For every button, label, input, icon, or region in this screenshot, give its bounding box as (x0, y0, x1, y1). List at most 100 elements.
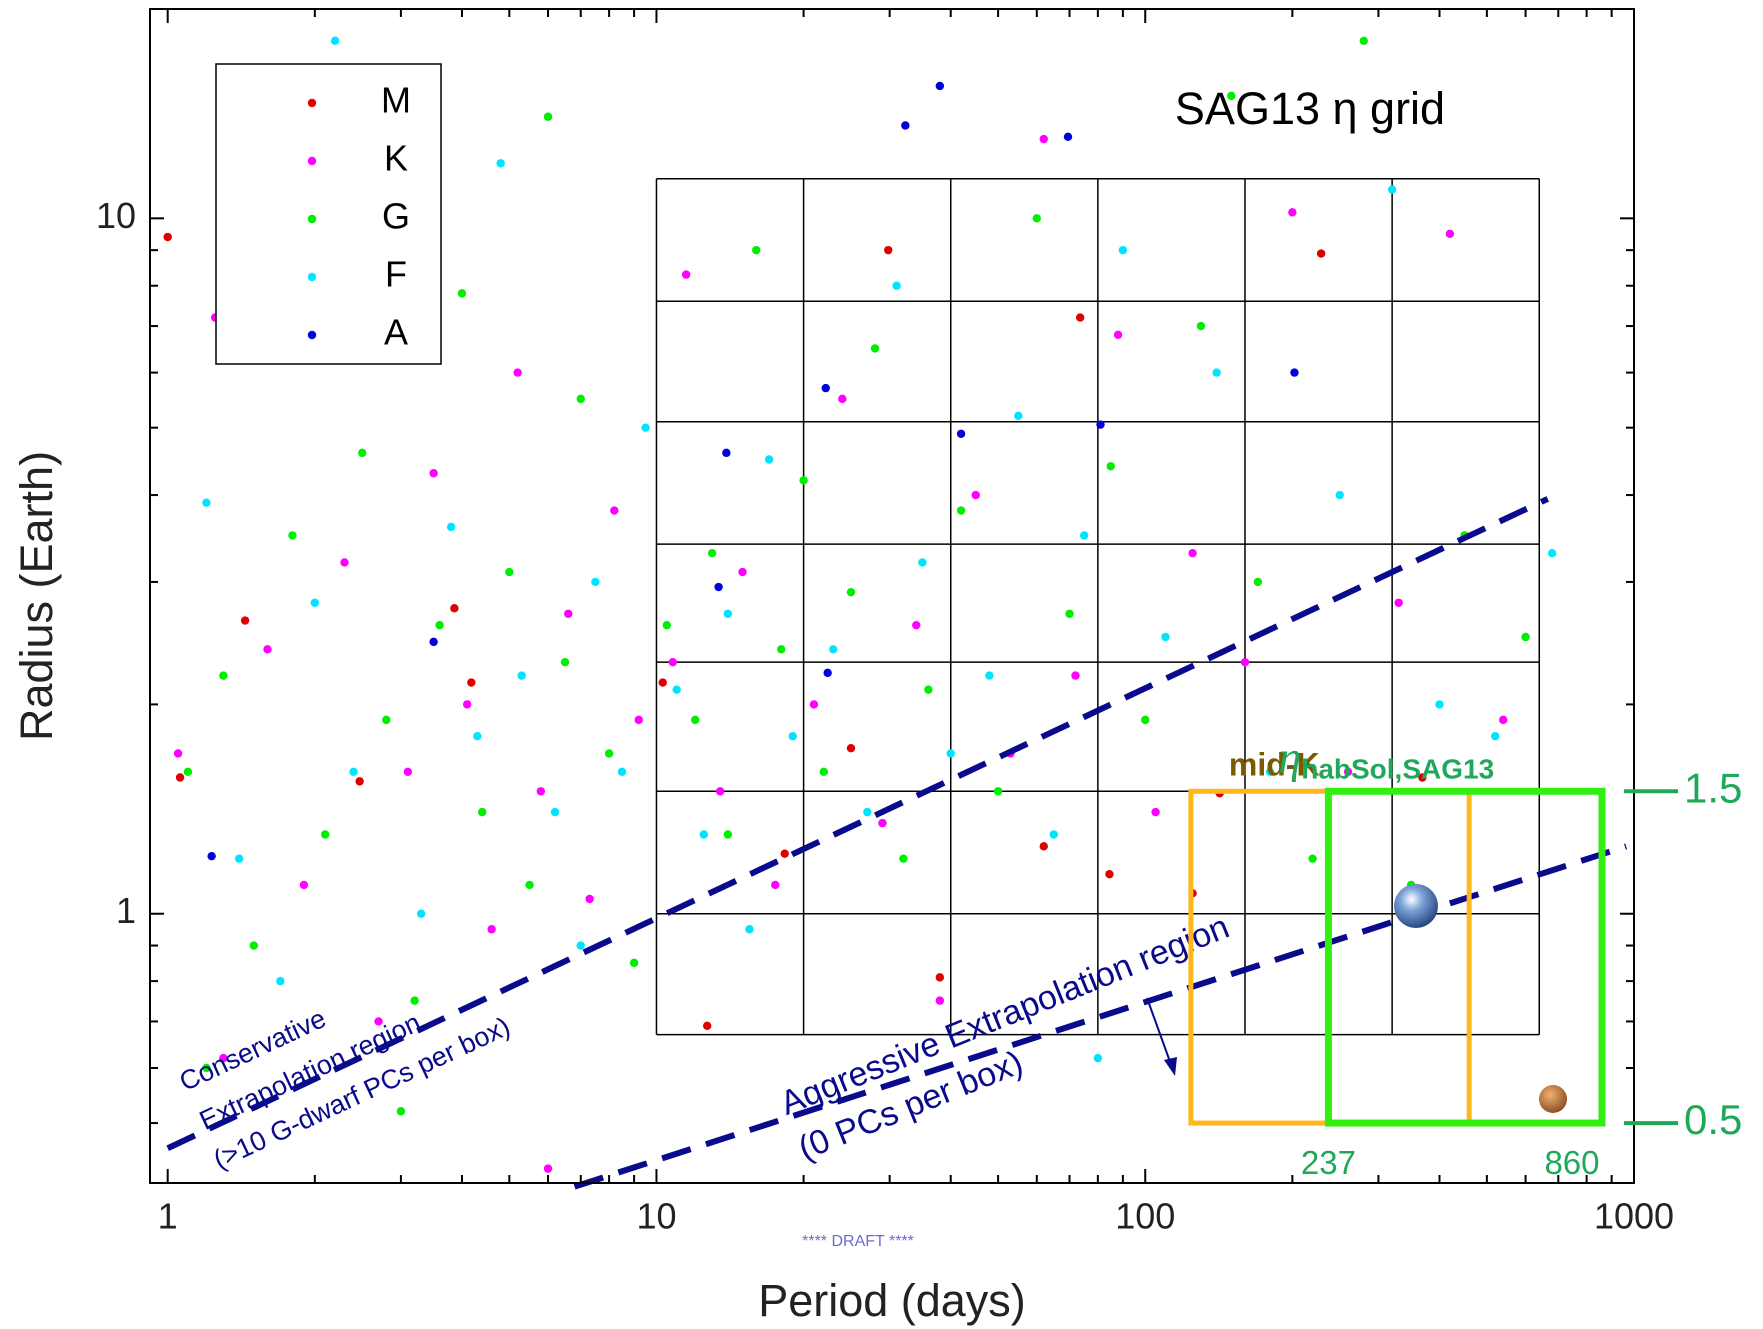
x-tick-label: 10 (636, 1196, 676, 1237)
point (1253, 577, 1263, 587)
point (912, 620, 921, 630)
point (1105, 869, 1114, 879)
point (738, 567, 747, 577)
point (560, 657, 570, 667)
point (788, 732, 797, 741)
point (382, 715, 391, 725)
point (1227, 91, 1236, 101)
arrow (1146, 997, 1174, 1071)
point (884, 245, 893, 255)
point (878, 818, 887, 828)
point (1445, 229, 1455, 239)
x-tick-label: 1 (158, 1196, 178, 1237)
legend-label: K (384, 138, 408, 179)
point (707, 548, 717, 558)
point (1096, 420, 1105, 429)
point (924, 685, 933, 694)
point (463, 700, 472, 709)
point (829, 645, 838, 654)
point (550, 807, 560, 817)
point (634, 715, 643, 725)
point (202, 1063, 211, 1073)
point (1039, 134, 1048, 144)
point (993, 787, 1003, 796)
legend-label: G (382, 196, 410, 237)
point (585, 894, 594, 904)
point (1049, 830, 1058, 839)
point (396, 1107, 406, 1116)
region-label: ηhabSol,SAG13 (1278, 731, 1494, 785)
point (355, 777, 364, 786)
point (714, 582, 723, 592)
point (1288, 208, 1297, 217)
point (971, 490, 980, 500)
point (1435, 700, 1444, 709)
point (985, 671, 994, 680)
region-label: mid-K (1229, 747, 1320, 783)
legend-label: A (384, 312, 408, 353)
point (823, 668, 832, 678)
point (956, 506, 966, 515)
legend-marker (307, 98, 317, 108)
earth-icon (1394, 884, 1438, 928)
point (505, 567, 514, 577)
point (1065, 609, 1074, 618)
point (918, 558, 927, 567)
point (1161, 632, 1170, 642)
point (672, 685, 681, 694)
point (935, 81, 945, 91)
region-edge-label: 860 (1544, 1144, 1599, 1181)
point (473, 732, 482, 741)
point (604, 749, 614, 758)
point (1093, 1053, 1103, 1063)
point (240, 616, 250, 625)
legend-marker (307, 330, 317, 340)
region-edge-label: 0.5 (1684, 1096, 1742, 1143)
x-tick-label: 1000 (1594, 1196, 1674, 1237)
point (681, 270, 691, 279)
point (403, 767, 413, 776)
point (1113, 330, 1123, 340)
point (1499, 715, 1508, 725)
point (1188, 548, 1197, 558)
point (183, 767, 193, 776)
point (450, 604, 459, 613)
point (764, 455, 774, 464)
point (1141, 715, 1150, 725)
point (1212, 368, 1221, 377)
point (1521, 632, 1530, 642)
point (1316, 249, 1326, 258)
region-edge-label: 237 (1301, 1144, 1356, 1181)
point (219, 1053, 228, 1063)
region-box (1324, 787, 1606, 1127)
legend-label: M (381, 80, 411, 121)
point (799, 476, 808, 485)
point (846, 743, 856, 753)
legend-marker (307, 272, 317, 282)
point (1106, 462, 1115, 471)
legend-label: F (385, 254, 407, 295)
point (349, 767, 358, 776)
point (899, 854, 908, 863)
point (821, 383, 830, 393)
point (946, 749, 955, 758)
point (662, 620, 672, 630)
point (1308, 854, 1317, 863)
x-axis-label: Period (days) (758, 1275, 1026, 1326)
eta-subscript: habSol,SAG13 (1301, 754, 1494, 785)
point (1075, 313, 1085, 322)
point (429, 469, 438, 478)
point (1359, 36, 1368, 46)
point (1240, 657, 1250, 667)
legend-marker (307, 156, 317, 166)
point (1063, 132, 1073, 141)
point (846, 587, 856, 597)
point (901, 121, 910, 130)
point (658, 678, 667, 687)
point (435, 620, 444, 630)
extrapolation-line (573, 843, 1628, 1190)
extrapolation-label: Aggressive Extrapolation region (775, 908, 1234, 1123)
point (1547, 548, 1557, 558)
point (536, 787, 546, 796)
